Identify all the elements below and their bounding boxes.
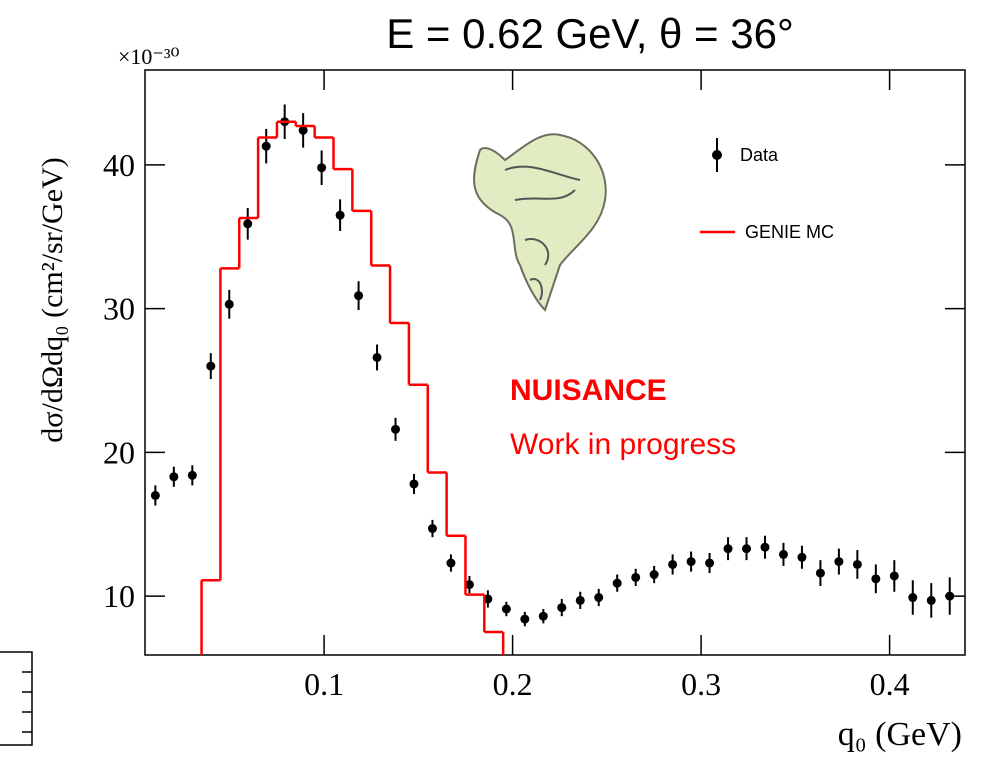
chart-title: E = 0.62 GeV, θ = 36°	[386, 10, 794, 57]
x-tick-label: 0.4	[870, 666, 910, 702]
data-point	[520, 614, 530, 624]
annotation: NUISANCE	[510, 374, 667, 407]
logo	[473, 133, 607, 312]
data-point	[261, 141, 271, 151]
legend-label: Data	[740, 145, 779, 165]
data-point	[649, 570, 659, 580]
data-point	[483, 594, 493, 604]
x-tick-label: 0.2	[493, 666, 533, 702]
legend-label: GENIE MC	[745, 222, 834, 242]
data-point	[871, 574, 881, 584]
y-tick-label: 30	[103, 291, 135, 327]
data-point	[169, 472, 179, 482]
x-tick-label: 0.1	[304, 666, 344, 702]
data-point	[705, 558, 715, 568]
neighbour-frame	[0, 651, 33, 746]
data-point	[908, 593, 918, 603]
data-point	[686, 557, 696, 567]
data-point	[742, 544, 752, 554]
data-point	[926, 595, 936, 605]
data-point	[206, 361, 216, 371]
data-point	[575, 595, 585, 605]
data-point	[797, 552, 807, 562]
data-point	[778, 549, 788, 559]
data-point	[760, 542, 770, 552]
y-multiplier: ×10⁻³⁰	[118, 44, 180, 69]
data-point	[945, 591, 955, 601]
data-point	[557, 603, 567, 613]
data-point	[834, 557, 844, 567]
data-point	[409, 479, 419, 489]
data-point	[815, 568, 825, 578]
y-tick-label: 10	[103, 578, 135, 614]
plot-area	[150, 104, 955, 655]
data-point	[187, 470, 197, 480]
y-tick-label: 40	[103, 147, 135, 183]
y-tick-label: 20	[103, 434, 135, 470]
data-point	[631, 572, 641, 582]
data-point	[594, 593, 604, 603]
data-point	[317, 163, 327, 173]
data-point	[612, 578, 622, 588]
data-point	[501, 604, 511, 614]
data-point	[852, 559, 862, 569]
data-point	[354, 291, 364, 301]
legend-marker	[712, 150, 722, 160]
data-point	[723, 544, 733, 554]
data-point	[335, 210, 345, 220]
x-axis-label: q₀ (GeV)	[838, 716, 962, 753]
plot-frame	[144, 69, 966, 656]
data-point	[243, 219, 253, 229]
annotation: Work in progress	[510, 428, 736, 461]
data-point	[391, 424, 401, 434]
data-point	[224, 299, 234, 309]
data-point	[446, 558, 456, 568]
data-point	[538, 611, 548, 621]
data-point	[668, 559, 678, 569]
data-point	[889, 571, 899, 581]
data-point	[372, 352, 382, 362]
data-point	[464, 580, 474, 590]
y-axis-label: dσ/dΩdq₀ (cm²/sr/GeV)	[36, 157, 69, 442]
data-point	[298, 125, 308, 135]
data-point	[150, 490, 160, 500]
x-tick-label: 0.3	[681, 666, 721, 702]
data-point	[427, 524, 437, 534]
